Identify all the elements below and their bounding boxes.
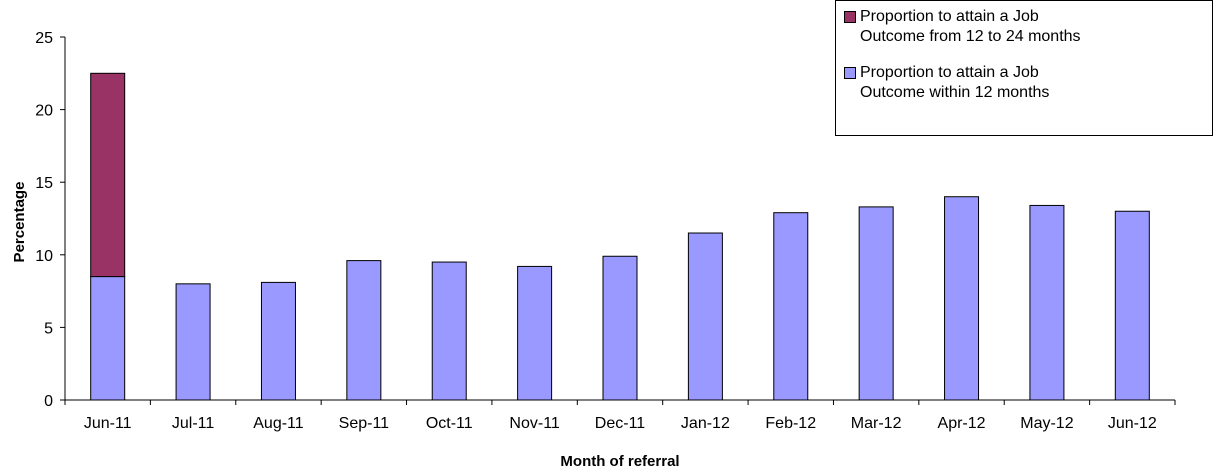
bar xyxy=(517,265,553,401)
bar xyxy=(1114,210,1150,401)
legend-swatch xyxy=(844,11,856,23)
y-axis-title: Percentage xyxy=(11,182,28,263)
bar xyxy=(175,283,211,401)
bar xyxy=(858,206,894,401)
bar xyxy=(602,255,638,401)
bar xyxy=(687,232,723,401)
bar xyxy=(90,276,126,401)
bar xyxy=(346,260,382,401)
bar xyxy=(1029,204,1065,401)
x-tick-label: Mar-12 xyxy=(851,415,902,432)
x-tick-label: Jun-11 xyxy=(84,415,132,432)
legend-label: Proportion to attain a Job Outcome from … xyxy=(860,8,1081,45)
x-tick-label: Jun-12 xyxy=(1108,415,1157,432)
x-axis-title: Month of referral xyxy=(560,453,679,470)
bar xyxy=(90,72,126,278)
y-tick-label: 0 xyxy=(44,393,53,410)
x-tick-label: Jul-11 xyxy=(172,415,214,432)
legend-label: Proportion to attain a Job Outcome withi… xyxy=(860,64,1050,101)
x-tick-label: Jan-12 xyxy=(681,415,730,432)
legend-item: Proportion to attain a Job Outcome withi… xyxy=(844,63,1204,103)
y-tick-label: 15 xyxy=(35,175,53,192)
legend-item: Proportion to attain a Job Outcome from … xyxy=(844,7,1204,47)
x-tick-label: Feb-12 xyxy=(765,415,816,432)
x-tick-label: Apr-12 xyxy=(938,415,986,432)
bar xyxy=(944,196,980,401)
y-tick-label: 25 xyxy=(35,30,53,47)
y-tick-label: 5 xyxy=(44,320,53,337)
legend: Proportion to attain a Job Outcome from … xyxy=(835,0,1213,136)
x-tick-label: Aug-11 xyxy=(253,415,304,432)
x-tick-label: Nov-11 xyxy=(509,415,559,432)
bar xyxy=(260,281,296,401)
bar xyxy=(773,212,809,401)
y-tick-label: 20 xyxy=(35,103,53,120)
legend-swatch xyxy=(844,67,856,79)
y-tick-label: 10 xyxy=(35,248,53,265)
bar xyxy=(431,261,467,401)
x-tick-label: Sep-11 xyxy=(339,415,390,432)
x-tick-label: Dec-11 xyxy=(595,415,645,432)
x-tick-label: Oct-11 xyxy=(426,415,473,432)
x-tick-label: May-12 xyxy=(1020,415,1073,432)
